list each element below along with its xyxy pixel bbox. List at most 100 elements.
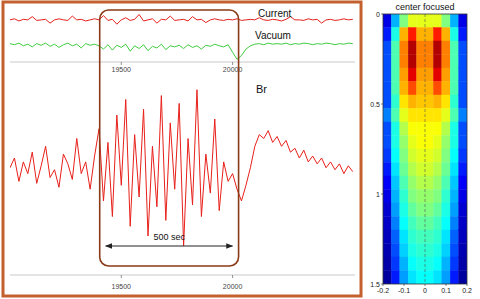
heat-cell <box>400 271 408 285</box>
heat-cell <box>433 122 441 136</box>
heat-cell <box>417 149 425 163</box>
heat-cell <box>400 190 408 204</box>
heat-cell <box>383 95 391 109</box>
heat-cell <box>408 257 416 271</box>
heat-cell <box>425 55 433 69</box>
heat-cell <box>433 257 441 271</box>
heat-cell <box>408 149 416 163</box>
heat-cell <box>459 244 467 258</box>
heat-cell <box>408 68 416 82</box>
heat-cell <box>425 82 433 96</box>
heat-cell <box>391 257 399 271</box>
heat-cell <box>425 14 433 28</box>
heat-cell <box>391 149 399 163</box>
x-tick <box>383 284 384 286</box>
heat-cell <box>383 82 391 96</box>
heat-cell <box>400 136 408 150</box>
heat-cell <box>417 163 425 177</box>
x-tick <box>232 62 233 65</box>
heat-cell <box>442 163 450 177</box>
heat-cell <box>391 41 399 55</box>
heat-cell <box>417 230 425 244</box>
heat-cell <box>450 122 458 136</box>
heat-cell <box>442 68 450 82</box>
heat-cell <box>425 149 433 163</box>
heat-cell <box>391 136 399 150</box>
x-tick-label: 0.2 <box>462 287 472 294</box>
heat-cell <box>425 217 433 231</box>
heat-cell <box>433 190 441 204</box>
heat-cell <box>442 149 450 163</box>
heat-cell <box>425 163 433 177</box>
x-tick <box>232 275 233 278</box>
heat-cell <box>425 122 433 136</box>
heat-cell <box>383 163 391 177</box>
heat-cell <box>433 95 441 109</box>
heat-cell <box>450 95 458 109</box>
heat-cell <box>425 190 433 204</box>
heat-cell <box>400 68 408 82</box>
heat-cell <box>459 41 467 55</box>
heat-cell <box>433 41 441 55</box>
heat-cell <box>433 28 441 42</box>
series-label: Br <box>256 83 267 95</box>
heat-cell <box>400 41 408 55</box>
heat-cell <box>383 55 391 69</box>
heat-cell <box>433 55 441 69</box>
heat-cell <box>425 136 433 150</box>
heat-cell <box>442 190 450 204</box>
heat-cell <box>442 28 450 42</box>
heat-cell <box>391 82 399 96</box>
heat-cell <box>383 41 391 55</box>
heat-cell <box>442 244 450 258</box>
heat-cell <box>433 68 441 82</box>
heat-cell <box>408 271 416 285</box>
heat-cell <box>433 271 441 285</box>
heat-cell <box>450 163 458 177</box>
heat-cell <box>459 68 467 82</box>
x-tick-label: -0.1 <box>398 287 410 294</box>
y-tick <box>381 104 383 105</box>
heat-cell <box>417 14 425 28</box>
y-tick-label: 0 <box>376 11 380 18</box>
heat-cell <box>391 68 399 82</box>
heat-cell <box>433 244 441 258</box>
heat-cell <box>459 14 467 28</box>
annotation: 500 sec <box>153 232 185 242</box>
x-tick-label: -0.2 <box>377 287 389 294</box>
heat-cell <box>383 28 391 42</box>
heat-cell <box>433 149 441 163</box>
heat-cell <box>450 41 458 55</box>
heat-cell <box>459 95 467 109</box>
series-line <box>10 43 353 59</box>
heat-cell <box>408 122 416 136</box>
heat-cell <box>383 122 391 136</box>
x-tick <box>121 275 122 278</box>
heat-cell <box>417 244 425 258</box>
heat-cell <box>417 55 425 69</box>
heat-cell <box>425 95 433 109</box>
x-tick-label: 20000 <box>223 66 243 73</box>
heat-cell <box>383 136 391 150</box>
heat-cell <box>417 136 425 150</box>
heat-cell <box>408 203 416 217</box>
plot-area <box>10 14 353 59</box>
heat-cell <box>459 28 467 42</box>
heat-cell <box>400 149 408 163</box>
heat-cell <box>442 95 450 109</box>
heat-cell <box>459 190 467 204</box>
series-line <box>10 90 353 246</box>
heat-cell <box>433 136 441 150</box>
heat-cell <box>417 41 425 55</box>
heat-cell <box>442 217 450 231</box>
heat-cell <box>383 149 391 163</box>
heat-cell <box>459 122 467 136</box>
heat-cell <box>391 244 399 258</box>
heat-cell <box>425 28 433 42</box>
plot-area <box>10 90 353 246</box>
heat-cell <box>408 244 416 258</box>
x-tick <box>425 284 426 286</box>
heat-cell <box>383 14 391 28</box>
center-line <box>425 14 426 284</box>
heat-cell <box>425 109 433 123</box>
